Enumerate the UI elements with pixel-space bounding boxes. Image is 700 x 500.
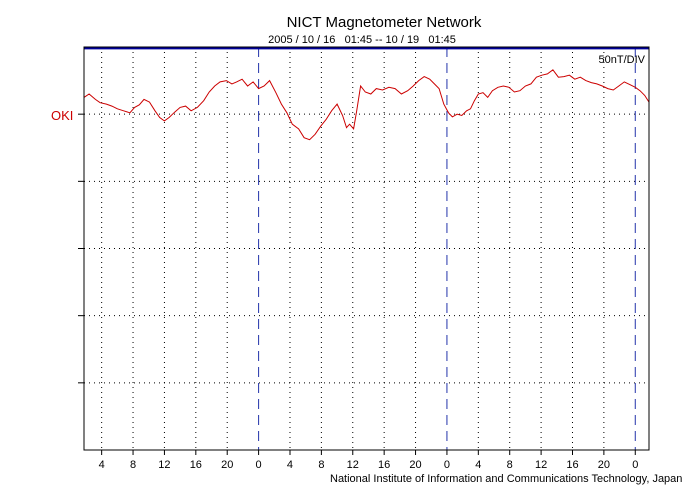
x-tick-label: 4 [99, 459, 105, 471]
x-tick-label: 0 [256, 459, 262, 471]
x-tick-label: 12 [158, 459, 170, 471]
series-line-oki [83, 69, 650, 141]
x-tick-label: 0 [632, 459, 638, 471]
x-tick-label: 16 [378, 459, 390, 471]
station-label: OKI [51, 108, 73, 123]
x-tick-label: 20 [221, 459, 233, 471]
x-tick-label: 4 [287, 459, 293, 471]
tick-layer: 4 8 12 16 20 0 4 8 12 16 20 0 4 8 12 16 20 0 [78, 113, 638, 471]
x-tick-label: 12 [347, 459, 359, 471]
x-tick-label: 16 [566, 459, 578, 471]
scale-label: 50nT/DIV [599, 54, 646, 66]
x-tick-label: 4 [475, 459, 481, 471]
day-boundary-layer [258, 47, 636, 450]
x-tick-label: 20 [598, 459, 610, 471]
x-tick-label: 12 [535, 459, 547, 471]
chart-title: NICT Magnetometer Network [287, 14, 482, 31]
x-tick-label: 0 [444, 459, 450, 471]
x-tick-label: 8 [130, 459, 136, 471]
footer-credit: National Institute of Information and Co… [330, 473, 682, 485]
grid-layer [84, 47, 649, 450]
x-tick-label: 8 [318, 459, 324, 471]
x-tick-label: 20 [409, 459, 421, 471]
x-tick-label: 16 [190, 459, 202, 471]
x-tick-label: 8 [507, 459, 513, 471]
chart-subtitle: 2005 / 10 / 16 01:45 -- 10 / 19 01:45 [268, 34, 456, 46]
